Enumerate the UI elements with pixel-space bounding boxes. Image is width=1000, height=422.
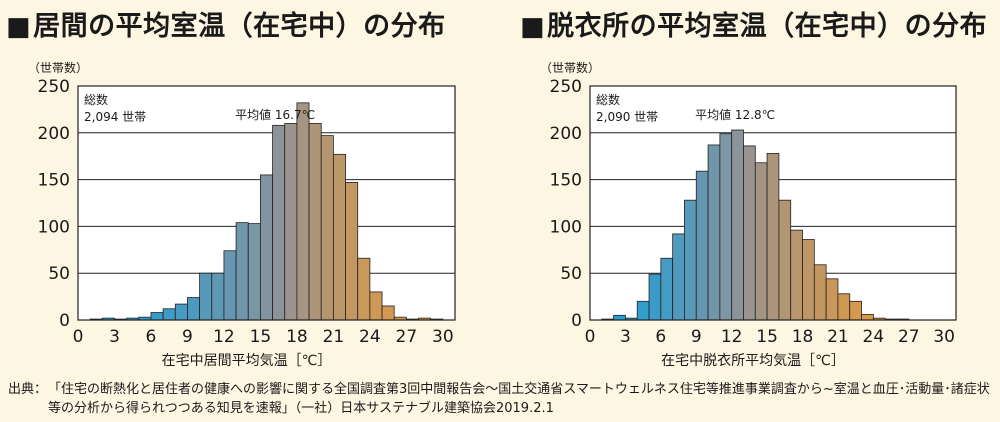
y-tick-label: 50 bbox=[560, 264, 582, 284]
y-axis-label: （世帯数） bbox=[540, 60, 600, 75]
histogram-bar bbox=[174, 303, 188, 321]
mean-label: 平均値 16.7℃ bbox=[235, 107, 315, 122]
x-axis-label: 在宅中居間平均気温［℃］ bbox=[162, 353, 332, 369]
x-tick-label: 6 bbox=[655, 327, 666, 347]
histogram-bar bbox=[272, 124, 286, 321]
histogram-bar bbox=[778, 199, 792, 321]
x-tick-label: 21 bbox=[323, 327, 345, 347]
chart-title: ■居間の平均室温（在宅中）の分布 bbox=[6, 11, 446, 42]
x-tick-label: 3 bbox=[620, 327, 631, 347]
histogram-bar bbox=[684, 199, 697, 321]
histogram-bar bbox=[731, 129, 744, 321]
plot-frame bbox=[77, 85, 456, 321]
y-tick-label: 200 bbox=[38, 124, 70, 144]
y-axis-label: （世帯数） bbox=[28, 60, 88, 75]
histogram-bar bbox=[660, 257, 674, 321]
y-tick-label: 0 bbox=[59, 311, 70, 331]
x-tick-label: 12 bbox=[213, 327, 235, 347]
histogram-bar bbox=[381, 305, 395, 321]
histogram-bar bbox=[790, 229, 803, 321]
x-tick-label: 9 bbox=[182, 327, 193, 347]
histogram-bar bbox=[648, 273, 662, 321]
x-tick-label: 18 bbox=[286, 327, 308, 347]
y-tick-label: 250 bbox=[38, 77, 70, 97]
histogram-bar bbox=[766, 152, 780, 321]
x-tick-label: 12 bbox=[721, 327, 743, 347]
mean-label: 平均値 12.8℃ bbox=[695, 107, 775, 122]
histogram-bar bbox=[802, 239, 815, 321]
y-tick-label: 100 bbox=[38, 217, 70, 237]
x-tick-label: 30 bbox=[432, 327, 454, 347]
histogram-bar bbox=[719, 133, 733, 321]
histogram-bar bbox=[861, 313, 874, 321]
x-tick-label: 0 bbox=[73, 327, 84, 347]
histogram-bar bbox=[672, 233, 685, 321]
histogram-bar bbox=[613, 314, 626, 321]
source-citation: 出典： 「住宅の断熱化と居住者の健康への影響に関する全国調査第3回中間報告会〜国… bbox=[8, 380, 993, 418]
plot-frame bbox=[589, 85, 957, 321]
histogram-bar bbox=[849, 300, 862, 321]
x-tick-label: 24 bbox=[863, 327, 885, 347]
histogram-bar bbox=[187, 297, 201, 321]
histogram-dressing-room: 0 50 100 150 200 250 0 3 6 9 12 15 18 21 24 27 30 （世帯数） 在宅… bbox=[540, 60, 957, 369]
y-tick-label: 0 bbox=[571, 311, 582, 331]
histogram-bar bbox=[837, 293, 851, 321]
histogram-bar bbox=[235, 222, 249, 321]
histogram-bar bbox=[813, 264, 827, 321]
x-tick-label: 24 bbox=[359, 327, 381, 347]
histogram-bar bbox=[308, 123, 322, 321]
x-tick-label: 15 bbox=[756, 327, 778, 347]
total-label: 総数 bbox=[84, 92, 108, 107]
histogram-bar bbox=[284, 123, 298, 321]
x-tick-label: 27 bbox=[898, 327, 920, 347]
histogram-bar bbox=[357, 257, 371, 321]
x-tick-label: 30 bbox=[933, 327, 955, 347]
x-tick-label: 9 bbox=[691, 327, 702, 347]
dressing-room-chart-panel: ■脱衣所の平均室温（在宅中）の分布 0 50 100 150 200 250 0 3 6 9 12 1… bbox=[500, 0, 1000, 370]
histogram-bar bbox=[211, 272, 225, 321]
histogram-bar bbox=[320, 135, 334, 321]
total-value: 2,094 世帯 bbox=[84, 110, 146, 124]
histogram-bar bbox=[754, 162, 768, 321]
x-tick-label: 6 bbox=[146, 327, 157, 347]
histogram-bar bbox=[162, 308, 176, 321]
x-tick-label: 21 bbox=[827, 327, 849, 347]
histogram-bar bbox=[369, 291, 383, 321]
histogram-bar bbox=[296, 102, 310, 321]
histogram-living-room: 0 50 100 150 200 250 0 3 6 9 12 15 18 21 24 27 30 （世帯数） 在宅… bbox=[28, 60, 456, 369]
total-label: 総数 bbox=[596, 92, 620, 107]
histogram-bar bbox=[695, 170, 709, 321]
x-axis-label: 在宅中脱衣所平均気温［℃］ bbox=[661, 353, 845, 369]
histogram-bar bbox=[150, 312, 164, 321]
histogram-bar bbox=[743, 145, 756, 321]
y-tick-label: 100 bbox=[550, 217, 582, 237]
x-tick-label: 15 bbox=[250, 327, 272, 347]
source-label: 出典： bbox=[8, 382, 48, 397]
histogram-bar bbox=[247, 223, 261, 321]
total-value: 2,090 世帯 bbox=[596, 110, 658, 124]
y-tick-label: 150 bbox=[38, 171, 70, 191]
histogram-bar bbox=[223, 250, 237, 321]
living-room-chart-panel: ■居間の平均室温（在宅中）の分布 0 50 100 150 200 250 0 3 6 9 12 15… bbox=[0, 0, 500, 370]
y-tick-label: 200 bbox=[550, 124, 582, 144]
histogram-bar bbox=[636, 300, 650, 321]
histogram-bar bbox=[707, 144, 721, 321]
histogram-bar bbox=[345, 182, 359, 321]
y-tick-label: 150 bbox=[550, 171, 582, 191]
histogram-bar bbox=[332, 153, 346, 321]
x-tick-label: 3 bbox=[109, 327, 120, 347]
y-tick-label: 250 bbox=[550, 77, 582, 97]
source-text: 「住宅の断熱化と居住者の健康への影響に関する全国調査第3回中間報告会〜国土交通省… bbox=[48, 382, 990, 416]
x-tick-label: 0 bbox=[585, 327, 596, 347]
histogram-bar bbox=[199, 272, 213, 321]
histogram-bar bbox=[260, 174, 273, 321]
y-tick-label: 50 bbox=[48, 264, 70, 284]
x-tick-label: 27 bbox=[396, 327, 418, 347]
x-tick-label: 18 bbox=[792, 327, 814, 347]
histogram-bar bbox=[825, 278, 839, 321]
chart-title: ■脱衣所の平均室温（在宅中）の分布 bbox=[520, 11, 988, 42]
